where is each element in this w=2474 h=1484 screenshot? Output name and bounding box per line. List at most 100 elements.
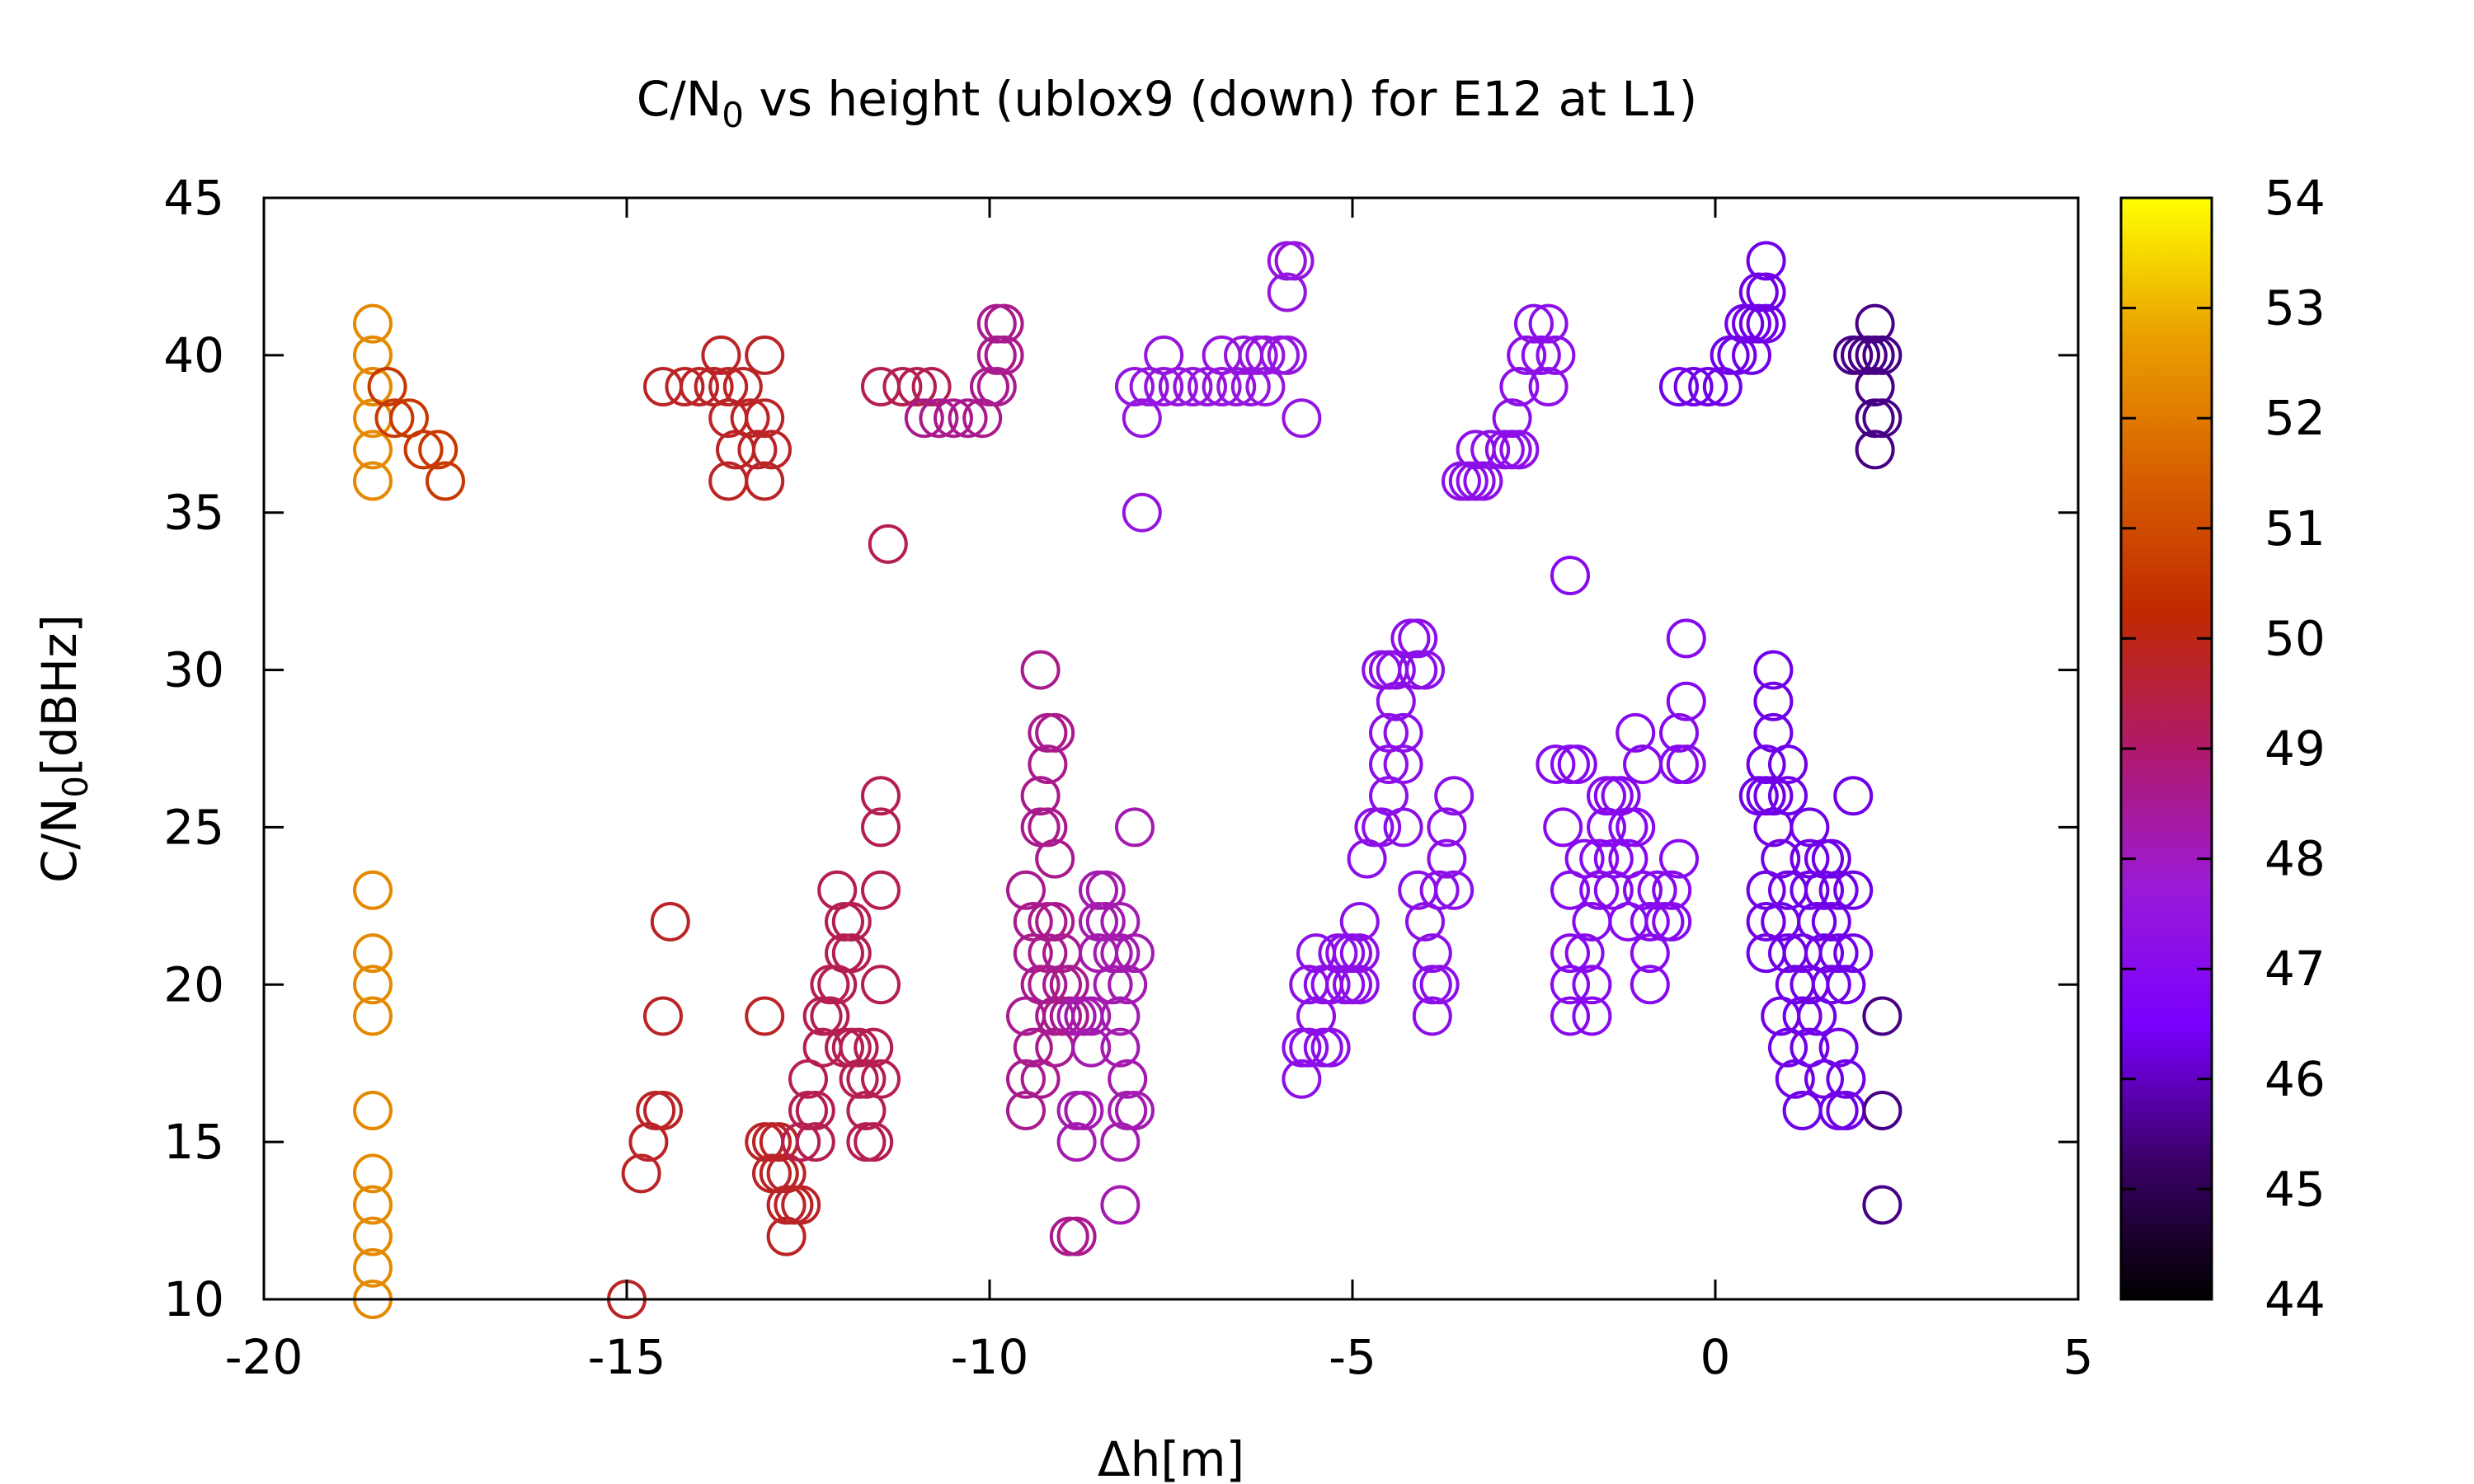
y-tick-label: 10 [163, 1271, 224, 1327]
data-point [1267, 335, 1307, 375]
data-point [1768, 744, 1808, 785]
data-point [1688, 367, 1729, 407]
data-point [1652, 870, 1692, 910]
data-point [1666, 744, 1706, 785]
data-point [708, 367, 749, 407]
data-point [752, 430, 792, 470]
data-point [745, 398, 785, 439]
data-point [353, 367, 393, 407]
data-point [1056, 1122, 1097, 1162]
data-point [976, 367, 1017, 407]
data-point [897, 367, 937, 407]
data-point [650, 901, 690, 942]
data-point [1470, 430, 1511, 470]
data-point [1006, 870, 1046, 910]
data-point [1339, 965, 1380, 1005]
data-point [1434, 870, 1475, 910]
colorbar: 44 45 46 47 48 49 50 51 52 53 54 [2119, 170, 2326, 1327]
data-point [1811, 965, 1851, 1005]
y-tick-label: 25 [163, 799, 224, 855]
data-point [1071, 1027, 1112, 1068]
x-axis-label: Δh[m] [1098, 1431, 1244, 1484]
data-point [1826, 1059, 1866, 1099]
data-point [745, 996, 785, 1036]
data-point [1804, 870, 1844, 910]
data-point [1514, 303, 1554, 344]
data-point [795, 1090, 835, 1130]
data-point [1499, 367, 1540, 407]
data-point [1862, 996, 1903, 1036]
data-point [353, 996, 393, 1036]
data-point [919, 398, 959, 439]
data-point [1507, 335, 1547, 375]
data-point [353, 303, 393, 344]
x-tick-label: -15 [588, 1329, 666, 1385]
data-point [854, 1122, 894, 1162]
data-point [1427, 838, 1467, 879]
data-point [1550, 556, 1590, 596]
data-point [1572, 965, 1612, 1005]
data-point [1666, 618, 1706, 659]
data-point [1020, 650, 1061, 690]
data-point [1405, 650, 1445, 690]
data-point [1434, 776, 1475, 816]
data-point [1173, 367, 1213, 407]
data-point [1376, 681, 1416, 721]
data-point [353, 430, 393, 470]
data-point [831, 901, 872, 942]
data-point [621, 1153, 661, 1194]
data-point [1732, 335, 1771, 375]
data-point [1020, 776, 1061, 816]
data-point [1267, 241, 1307, 281]
data-point [1659, 367, 1699, 407]
data-point [1267, 272, 1307, 312]
x-tick-label: 5 [2063, 1329, 2094, 1385]
data-point [1383, 807, 1423, 848]
data-point [1862, 335, 1903, 375]
y-axis-label: C/N0[dBHz] [31, 614, 96, 883]
y-tick-label: 20 [163, 956, 224, 1012]
data-point [984, 335, 1024, 375]
plot-frame [262, 196, 2080, 1301]
data-point [1064, 1090, 1104, 1130]
data-point [1623, 870, 1663, 910]
data-point [984, 303, 1024, 344]
data-point [1100, 1122, 1141, 1162]
data-point [1564, 933, 1605, 974]
colorbar-tick-label: 45 [2265, 1161, 2326, 1217]
colorbar-tick-label: 46 [2265, 1051, 2326, 1107]
data-point [1427, 807, 1467, 848]
data-point [1144, 335, 1184, 375]
colorbar-tick-label: 49 [2265, 721, 2326, 777]
data-point [1804, 933, 1844, 974]
data-point [643, 996, 683, 1036]
data-point [861, 807, 901, 848]
data-point [643, 1090, 683, 1130]
y-axis: 10 15 20 25 30 35 40 45 [163, 170, 2078, 1327]
data-point [1818, 1027, 1859, 1068]
y-tick-label: 40 [163, 327, 224, 383]
data-point [1572, 996, 1612, 1036]
data-point [1528, 303, 1569, 344]
data-point [1550, 996, 1590, 1036]
data-point [367, 367, 407, 407]
chart-title: C/N0 vs height (ublox9 (down) for E12 at… [637, 71, 1697, 135]
data-point [1339, 901, 1380, 942]
data-point [1616, 712, 1656, 753]
x-tick-label: -10 [951, 1329, 1029, 1385]
data-point [426, 461, 465, 501]
colorbar-tick-label: 48 [2265, 831, 2326, 887]
data-point [1521, 335, 1561, 375]
data-point [868, 524, 908, 564]
data-point [1630, 901, 1670, 942]
data-point [1108, 1059, 1148, 1099]
data-point [403, 430, 444, 470]
data-point [1818, 933, 1859, 974]
data-point [1862, 1090, 1903, 1130]
data-point [745, 461, 785, 501]
data-point [795, 1122, 835, 1162]
data-point [1419, 965, 1460, 1005]
y-tick-label: 35 [163, 485, 224, 541]
data-point [1862, 1185, 1903, 1225]
